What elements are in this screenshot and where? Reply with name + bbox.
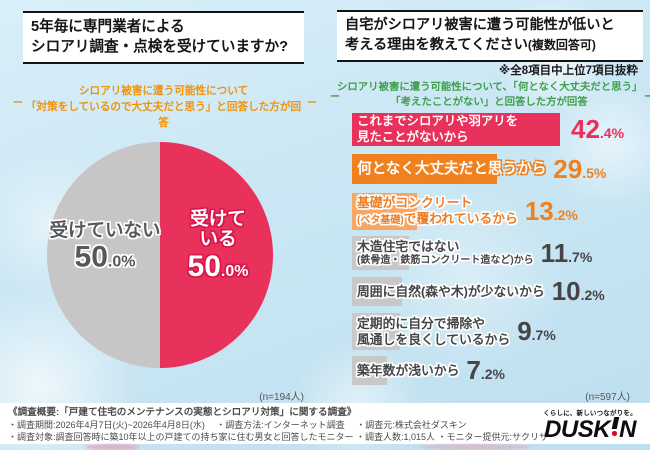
bar-label: これまでシロアリや羽アリを 見たことがないから <box>352 114 564 145</box>
bar-value-decimal: .4% <box>599 125 625 141</box>
bar-label: 周囲に自然(森や木)が少ないから <box>352 284 545 300</box>
bar-label-line2-paren: (ベタ基礎) <box>357 215 404 227</box>
decor-dash: ー <box>644 92 650 103</box>
pie-slice-value-decimal: .0% <box>107 253 136 271</box>
bar-label-line1: 築年数が浅いから <box>357 362 460 378</box>
pie-label-received: 受けている 50.0% <box>188 209 249 283</box>
right-title-line1: 自宅がシロアリ被害に遭う可能性が低いと <box>345 17 615 33</box>
bar-value: 29.5% <box>553 154 606 185</box>
bar-label-line2-rest: で覆われているから <box>403 211 518 227</box>
bar-value-int: 7 <box>466 355 481 385</box>
bar-fill <box>352 277 402 306</box>
left-subtitle-line2: 「対策をしているので大丈夫だと思う」と回答した方が回答 <box>25 100 302 129</box>
watercolor-smudge <box>420 444 530 450</box>
bar-value: 11.7% <box>541 238 593 269</box>
bar-value: 42.4% <box>571 114 624 145</box>
bar-row-regular-cleaning: 定期的に自分で掃除や 風通しを良くしているから 9.7% <box>352 313 556 350</box>
bar-value-decimal: .5% <box>582 164 607 181</box>
bar-value-int: 42 <box>571 114 600 144</box>
bar-label-line1: 基礎がコンクリート <box>357 195 473 211</box>
survey-overview-footer: 《調査概要:「戸建て住宅のメンテナンスの実態とシロアリ対策」に関する調査》 ・調… <box>0 403 650 444</box>
bar-value: 13.2% <box>525 196 578 227</box>
decor-dash: ー <box>13 98 23 109</box>
bar-value-decimal: .7% <box>531 327 556 343</box>
decor-dash: ー <box>330 92 340 103</box>
duskin-logo: くらしに、新しいつながりを。 DUSK N <box>538 407 642 442</box>
duskin-wordmark: DUSK N <box>538 417 642 442</box>
bar-value-int: 9 <box>517 316 532 346</box>
right-title-line2-main: 考える理由を教えてください <box>345 36 528 53</box>
bar-label-line1: 何となく大丈夫だと思うから <box>357 160 547 177</box>
left-title-line2: シロアリ調査・点検を受けていますか? <box>31 39 289 56</box>
bar-value-decimal: .2% <box>553 207 578 223</box>
bar-row-little-nature-around: 周囲に自然(森や木)が少ないから 10.2% <box>352 276 605 307</box>
right-question-title: 自宅がシロアリ被害に遭う可能性が低いと 考える理由を教えてください(複数回答可) <box>337 10 643 62</box>
bar-value: 10.2% <box>552 276 605 307</box>
survey-period-method-source: ・調査期間:2026年4月7日(火)~2026年4月8日(水) ・調査方法:イン… <box>8 420 467 431</box>
right-title-multi-answer-note: (複数回答可) <box>527 37 596 52</box>
bar-row-somehow-fine: 何となく大丈夫だと思うから 29.5% <box>352 154 606 184</box>
left-subtitle-line1: シロアリ被害に遭う可能性について <box>78 85 249 97</box>
bar-value-decimal: .2% <box>580 287 605 303</box>
bar-value: 7.2% <box>466 355 505 386</box>
bar-label-line2: 見たことがないから <box>357 129 469 144</box>
bar-label-line1: 定期的に自分で掃除や <box>357 315 485 331</box>
left-respondent-note: シロアリ被害に遭う可能性について 「対策をしているので大丈夫だと思う」と回答した… <box>23 84 304 132</box>
bar-label: 何となく大丈夫だと思うから <box>352 160 546 178</box>
bar-fill <box>352 236 410 270</box>
right-title-line2: 考える理由を教えてください(複数回答可) <box>345 36 635 56</box>
bar-fill <box>352 113 560 146</box>
bar-value-decimal: .7% <box>568 248 593 265</box>
watercolor-smudge <box>85 444 140 450</box>
duskin-wordmark-right: N <box>619 416 636 443</box>
bar-fill <box>352 356 388 385</box>
pie-label-not-received: 受けていない 50.0% <box>49 219 161 274</box>
bar-value-int: 29 <box>553 153 583 184</box>
bar-label-line1: 周囲に自然(森や木)が少ないから <box>357 283 545 299</box>
pie-slice-value: 50 <box>74 240 108 274</box>
decor-dash: ー <box>307 98 317 109</box>
excerpt-note: ※全8項目中上位7項目抜粋 <box>499 65 638 77</box>
right-subtitle-line1: シロアリ被害に遭う可能性について、「何となく大丈夫だと思う」 <box>337 82 643 93</box>
bar-label: 基礎がコンクリート (ベタ基礎)で覆われているから <box>352 195 518 227</box>
pie-slice-label: 受けている <box>190 208 246 250</box>
survey-target-count-provider: ・調査対象:調査回答時に築10年以上の戸建ての持ち家に住む男女と回答したモニター… <box>8 432 549 443</box>
bar-row-not-wooden-house: 木造住宅ではない (鉄骨造・鉄筋コンクリート造など)から 11.7% <box>352 236 592 270</box>
pie-slice-value: 50 <box>187 249 221 283</box>
duskin-tagline: くらしに、新しいつながりを。 <box>543 410 637 417</box>
bar-label: 定期的に自分で掃除や 風通しを良くしているから <box>352 316 510 348</box>
duskin-exclamation-icon <box>611 417 619 437</box>
bar-value: 9.7% <box>517 316 556 347</box>
bar-fill <box>352 193 417 230</box>
right-subtitle-line2: 「考えたことがない」と回答した方が回答 <box>390 97 588 109</box>
survey-overview-title: 《調査概要:「戸建て住宅のメンテナンスの実態とシロアリ対策」に関する調査》 <box>8 407 357 418</box>
bar-value-int: 10 <box>551 276 581 306</box>
pie-slice-label: 受けていない <box>49 219 161 241</box>
bar-value-int: 11 <box>540 237 569 268</box>
bar-value-int: 13 <box>524 196 554 226</box>
bar-row-never-seen-termites: これまでシロアリや羽アリを 見たことがないから 42.4% <box>352 113 624 146</box>
left-sample-size: (n=194人) <box>259 392 304 403</box>
right-sample-size: (n=597人) <box>585 392 630 403</box>
bar-row-building-is-new: 築年数が浅いから 7.2% <box>352 355 505 386</box>
bar-fill <box>352 154 497 184</box>
bar-label-line1: これまでシロアリや羽アリを <box>357 114 519 128</box>
right-respondent-note: シロアリ被害に遭う可能性について、「何となく大丈夫だと思う」 「考えたことがない… <box>337 80 643 110</box>
bar-value-decimal: .2% <box>480 366 505 382</box>
bar-fill <box>352 313 400 350</box>
bar-label-line1: 木造住宅ではない <box>357 238 460 254</box>
bar-label-line2: 風通しを良くしているから <box>357 331 511 347</box>
bar-row-concrete-foundation: 基礎がコンクリート (ベタ基礎)で覆われているから 13.2% <box>352 193 578 230</box>
bar-label-line2: (鉄骨造・鉄筋コンクリート造など)から <box>357 254 534 266</box>
bar-label: 築年数が浅いから <box>352 363 459 379</box>
pie-slice-value-decimal: .0% <box>220 262 249 280</box>
duskin-wordmark-left: DUSK <box>544 416 611 443</box>
pie-chart: 受けていない 50.0% 受けている 50.0% <box>47 142 273 368</box>
left-question-title: 5年毎に専門業者による シロアリ調査・点検を受けていますか? <box>23 11 304 64</box>
bar-label: 木造住宅ではない (鉄骨造・鉄筋コンクリート造など)から <box>352 239 534 267</box>
bar-label-line2: (ベタ基礎)で覆われているから <box>357 211 518 228</box>
left-title-line1: 5年毎に専門業者による <box>31 19 185 35</box>
